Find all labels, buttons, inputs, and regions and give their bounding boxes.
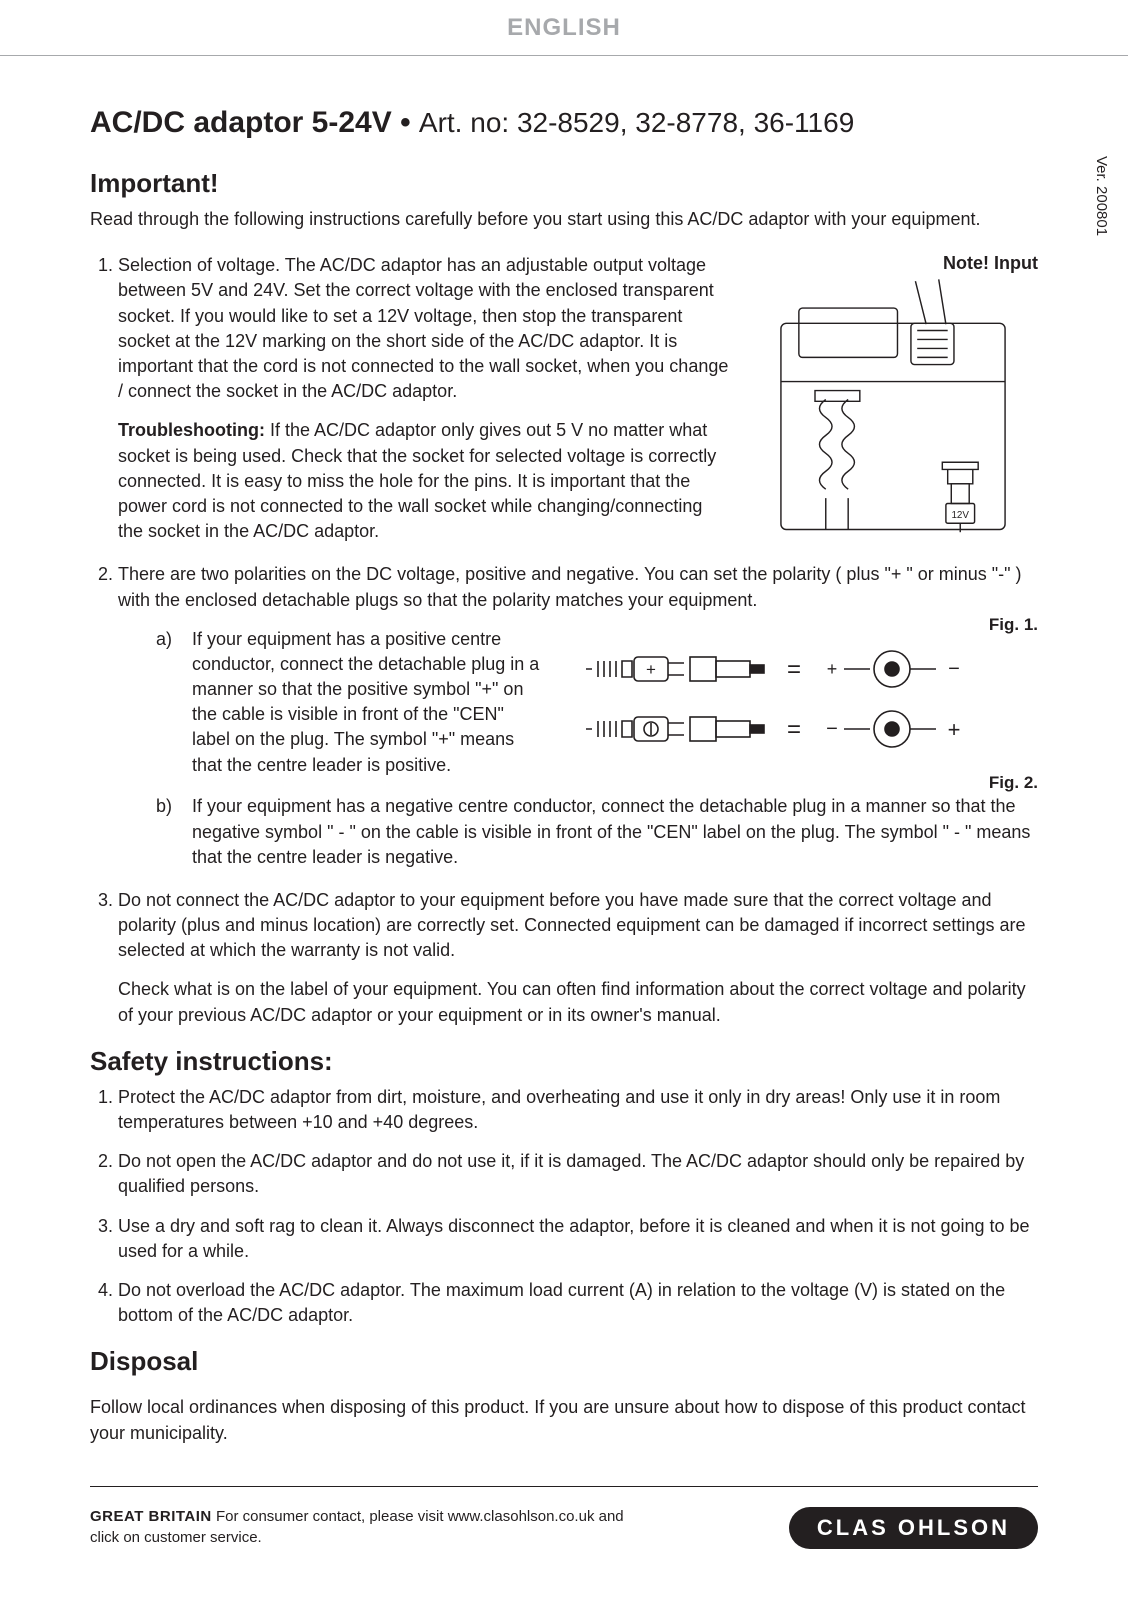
letter-b: b) — [156, 794, 192, 870]
svg-text:=: = — [787, 656, 801, 683]
letter-a: a) — [156, 627, 192, 778]
title-art-no: Art. no: 32-8529, 32-8778, 36-1169 — [419, 107, 854, 138]
adaptor-icon: 12V — [748, 274, 1038, 534]
safety-item: Use a dry and soft rag to clean it. Alwa… — [118, 1214, 1038, 1264]
page-title: AC/DC adaptor 5-24V • Art. no: 32-8529, … — [90, 106, 1038, 140]
svg-text:12V: 12V — [951, 510, 969, 521]
polarity-figure: Fig. 1. + — [578, 613, 1038, 795]
important-heading: Important! — [90, 168, 1038, 199]
page-body: Ver. 200801 AC/DC adaptor 5-24V • Art. n… — [0, 56, 1128, 1446]
safety-heading: Safety instructions: — [90, 1046, 1038, 1077]
svg-text:=: = — [787, 716, 801, 743]
step3-text: Do not connect the AC/DC adaptor to your… — [118, 890, 1025, 960]
safety-section: Safety instructions: Protect the AC/DC a… — [90, 1046, 1038, 1329]
polarity-icon: + = + — [578, 641, 1038, 771]
svg-text:+: + — [827, 659, 838, 679]
version-sidetext: Ver. 200801 — [1093, 156, 1110, 236]
footer: GREAT BRITAIN For consumer contact, plea… — [0, 1487, 1128, 1579]
disposal-heading: Disposal — [90, 1346, 1038, 1377]
step2-b-text: If your equipment has a negative centre … — [192, 794, 1038, 870]
troubleshooting-label: Troubleshooting: — [118, 420, 265, 440]
fig2-label: Fig. 2. — [578, 771, 1038, 795]
important-intro: Read through the following instructions … — [90, 207, 1038, 231]
footer-country: GREAT BRITAIN — [90, 1508, 212, 1525]
fig1-label: Fig. 1. — [578, 613, 1038, 637]
step-2: There are two polarities on the DC volta… — [118, 562, 1038, 870]
safety-list: Protect the AC/DC adaptor from dirt, moi… — [90, 1085, 1038, 1329]
safety-item: Do not open the AC/DC adaptor and do not… — [118, 1149, 1038, 1199]
step1-text: Selection of voltage. The AC/DC adaptor … — [118, 255, 728, 401]
svg-text:+: + — [646, 660, 656, 679]
step2-a-text: If your equipment has a positive centre … — [192, 627, 542, 778]
adaptor-figure: Note! Input — [748, 253, 1038, 534]
step2-a: a) If your equipment has a positive cent… — [156, 627, 578, 778]
svg-text:−: − — [826, 718, 838, 740]
note-input-label: Note! Input — [748, 253, 1038, 274]
language-banner: ENGLISH — [0, 0, 1128, 56]
step2-b: b) If your equipment has a negative cent… — [156, 794, 1038, 870]
safety-item: Do not overload the AC/DC adaptor. The m… — [118, 1278, 1038, 1328]
footer-text: GREAT BRITAIN For consumer contact, plea… — [90, 1507, 650, 1548]
svg-text:+: + — [948, 717, 961, 742]
brand-logo: CLAS OHLSON — [789, 1507, 1038, 1549]
step3-check: Check what is on the label of your equip… — [118, 977, 1038, 1027]
step2-text: There are two polarities on the DC volta… — [118, 564, 1022, 609]
title-main: AC/DC adaptor 5-24V • — [90, 106, 419, 139]
safety-item: Protect the AC/DC adaptor from dirt, moi… — [118, 1085, 1038, 1135]
step-3: Do not connect the AC/DC adaptor to your… — [118, 888, 1038, 1028]
svg-text:−: − — [948, 658, 960, 680]
disposal-text: Follow local ordinances when disposing o… — [90, 1395, 1038, 1445]
